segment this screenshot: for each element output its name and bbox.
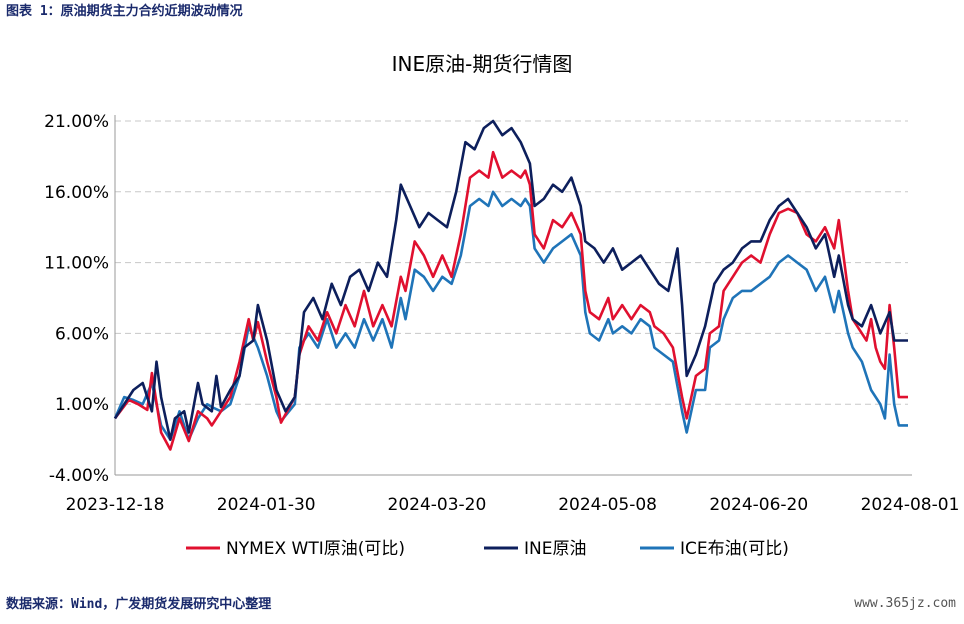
legend-label: INE原油 [524, 539, 586, 559]
x-tick-label: 2024-01-30 [217, 495, 316, 515]
y-tick-label: 21.00% [44, 112, 109, 132]
x-tick-label: 2023-12-18 [66, 495, 165, 515]
legend-label: NYMEX WTI原油(可比) [226, 539, 405, 559]
chart-title: INE原油-期货行情图 [391, 52, 573, 76]
y-tick-label: 11.00% [44, 254, 109, 274]
series-line-2 [113, 119, 908, 441]
x-tick-label: 2024-06-20 [709, 495, 808, 515]
x-tick-label: 2024-05-08 [558, 495, 657, 515]
y-tick-label: -4.00% [49, 466, 109, 486]
data-source-note: 数据来源：Wind，广发期货发展研究中心整理 [6, 597, 272, 612]
y-tick-label: 6.00% [55, 324, 109, 344]
x-tick-label: 2024-08-01 [861, 495, 960, 515]
watermark: www.365jz.com [854, 596, 956, 611]
x-tick-label: 2024-03-20 [388, 495, 487, 515]
series-line-3 [113, 190, 908, 441]
y-tick-label: 16.00% [44, 183, 109, 203]
y-tick-label: 1.00% [55, 395, 109, 415]
figure-caption: 图表 1：原油期货主力合约近期波动情况 [6, 4, 243, 19]
series-line-1 [113, 150, 908, 451]
line-chart: -4.00% 1.00% 6.00% 11.00% 16.00% 21.00% 2023-1… [44, 112, 960, 559]
legend-label: ICE布油(可比) [680, 539, 789, 559]
